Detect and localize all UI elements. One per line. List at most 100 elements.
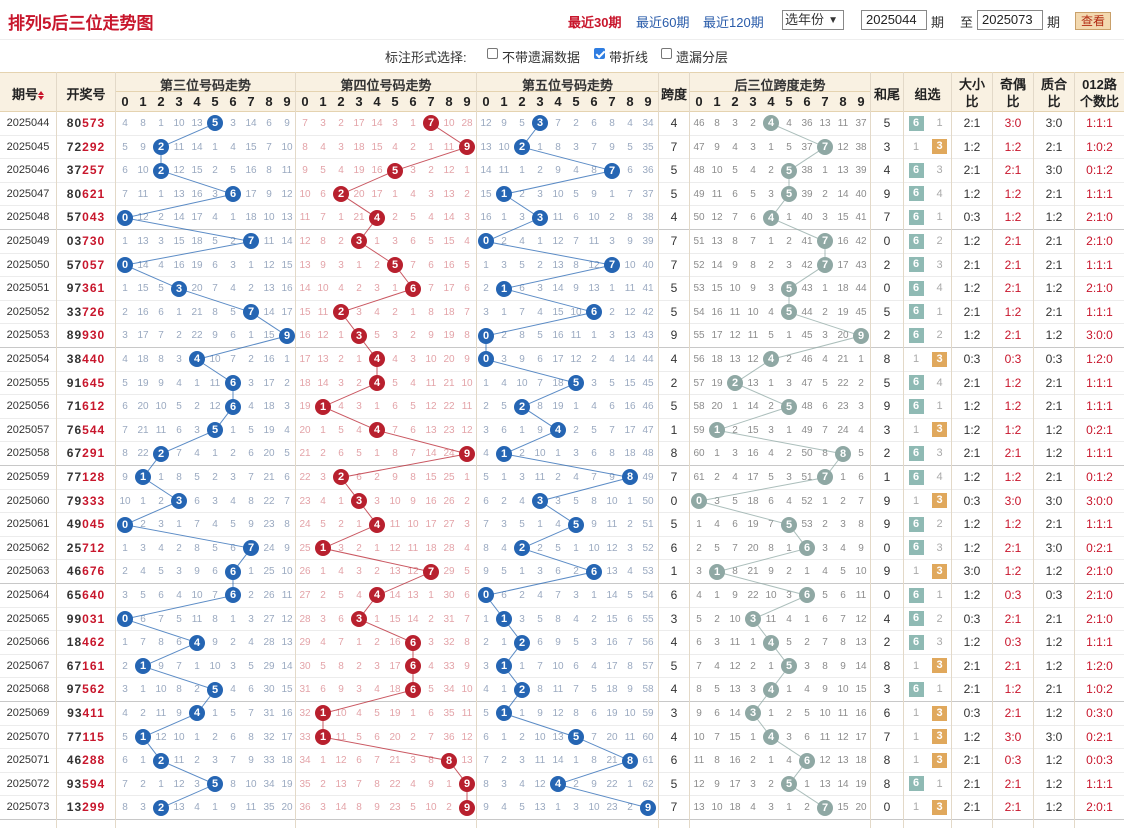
no-omission-label[interactable]: 不带遗漏数据 [502,50,581,65]
pos4-omission: 2 [356,283,362,295]
table-row: 2025066 18462 1 7 8 6 4 9 2 4 28 13 29 4 7 1 2 16 6 3 32 8 2 1 2… [0,631,1124,655]
issue-cell: 2025046 [6,164,50,177]
pos5-omission: 8 [555,141,561,153]
issue-cell: 2025064 [6,589,50,601]
pos5-omission: 9 [501,118,507,129]
pc-ratio-cell: 1:2 [1045,446,1063,461]
pos5-omission: 4 [501,542,507,554]
table-row: 2025061 49045 0 2 3 1 7 4 5 9 23 8 24 5 2 1 4 11 10 17 27 3 7 3… [0,513,1124,537]
pos3-omission: 6 [248,684,254,696]
pos5-omission: 8 [573,259,579,271]
pos3-omission: 1 [212,448,218,460]
pos5-omission: 3 [483,660,489,672]
draw-cell: 71612 [66,399,106,414]
draw-cell: 67161 [66,658,106,673]
column-divider [903,72,904,828]
pos3-ball: 4 [188,348,206,371]
pos4-omission: 4 [338,283,344,295]
digit-header-pos5-9: 9 [644,94,652,109]
group3-cell: 1 [936,305,943,318]
pos3-omission: 18 [137,354,149,365]
span-omission: 2 [768,165,774,177]
issue-header[interactable]: 期号 [0,84,56,103]
span-omission: 58 [693,401,705,413]
sum-tail-cell: 9 [883,186,891,201]
span-omission: 12 [729,660,741,672]
sum-tail-cell: 7 [883,210,891,225]
bs-ratio-cell: 1:2 [963,635,981,650]
pos4-omission: 2 [392,306,398,318]
span-omission: 15 [729,731,741,743]
polyline-checkbox[interactable] [594,48,605,59]
span-omission: 42 [855,236,867,247]
pc-ratio-cell: 2:1 [1045,257,1063,272]
span-omission: 53 [693,283,705,295]
no-omission-checkbox[interactable] [487,48,498,59]
draw-cell: 76544 [66,422,106,437]
pos5-omission: 10 [588,802,600,814]
draw-header: 开奖号 [66,87,106,102]
pos5-omission: 1 [537,141,543,153]
bs-ratio-cell: 2:1 [963,116,981,130]
year-select[interactable]: 选年份 ▼ [782,10,844,30]
pos3-omission: 8 [212,306,218,318]
table-row: 2025064 65640 3 5 6 4 10 7 6 2 26 11 27 2 5 4 4 14 13 1 30 6 0… [0,584,1124,608]
pos3-omission: 3 [122,330,128,342]
pos5-omission: 5 [573,188,579,200]
pos4-omission: 6 [428,708,434,719]
pos4-omission: 16 [299,330,311,342]
span-omission: 3 [786,590,792,601]
r012-header: 012路 个数比 [1075,76,1124,110]
pos3-omission: 1 [122,236,128,247]
to-issue-input[interactable]: 2025073 [977,10,1043,30]
pos3-omission: 3 [212,755,218,767]
polyline-label[interactable]: 带折线 [609,50,649,65]
pos3-ball: 6 [224,560,242,583]
sum-tail-cell: 0 [883,234,891,248]
draw-cell: 46288 [66,753,106,768]
pos3-omission: 15 [191,165,203,177]
range-120-link[interactable]: 最近120期 [703,15,764,30]
span-ball: 5 [780,159,798,182]
pos5-omission: 62 [642,778,654,790]
range-60-link[interactable]: 最近60期 [636,15,690,30]
pos5-omission: 6 [501,590,507,601]
pos3-omission: 3 [140,542,146,554]
pos5-omission: 8 [537,684,543,696]
issue-cell: 2025050 [6,258,50,271]
pos5-omission: 11 [606,519,618,531]
omission-layer-checkbox[interactable] [661,48,672,59]
range-30-link[interactable]: 最近30期 [568,15,622,30]
pos3-omission: 8 [248,731,254,743]
from-issue-input[interactable]: 2025044 [861,10,927,30]
pos3-omission: 1 [158,778,164,790]
span-omission: 41 [855,212,867,224]
span-cell: 4 [670,682,678,697]
pos4-omission: 7 [320,212,326,224]
pos4-omission: 31 [443,613,455,625]
pc-ratio-cell: 1:2 [1045,281,1063,296]
pos4-omission: 18 [353,141,365,153]
group3-cell: 4 [936,282,943,295]
span-omission: 12 [819,755,831,767]
digit-header-pos3-5: 5 [211,94,219,109]
pos4-omission: 15 [425,472,437,483]
pos4-omission: 24 [443,448,455,460]
sort-icon[interactable] [38,91,44,100]
omission-layer-label[interactable]: 遗漏分层 [676,50,729,65]
oe-ratio-cell: 0:3 [1004,635,1022,650]
query-button[interactable]: 查看 [1075,12,1111,30]
pos5-omission: 4 [537,306,543,318]
pos4-omission: 2 [410,731,416,743]
span-ball: 7 [816,136,834,159]
span-omission: 11 [729,306,741,318]
oe-ratio-cell: 2:1 [1004,234,1022,248]
pos4-omission: 8 [428,755,434,767]
pos3-omission: 18 [245,212,257,224]
oe-ratio-cell: 1:2 [1004,304,1022,319]
pos4-omission: 1 [320,424,326,436]
digit-header-span-0: 0 [695,94,703,109]
span-omission: 9 [768,566,774,578]
group6-cell: 1 [912,659,920,672]
sum-tail-cell: 3 [883,422,891,437]
